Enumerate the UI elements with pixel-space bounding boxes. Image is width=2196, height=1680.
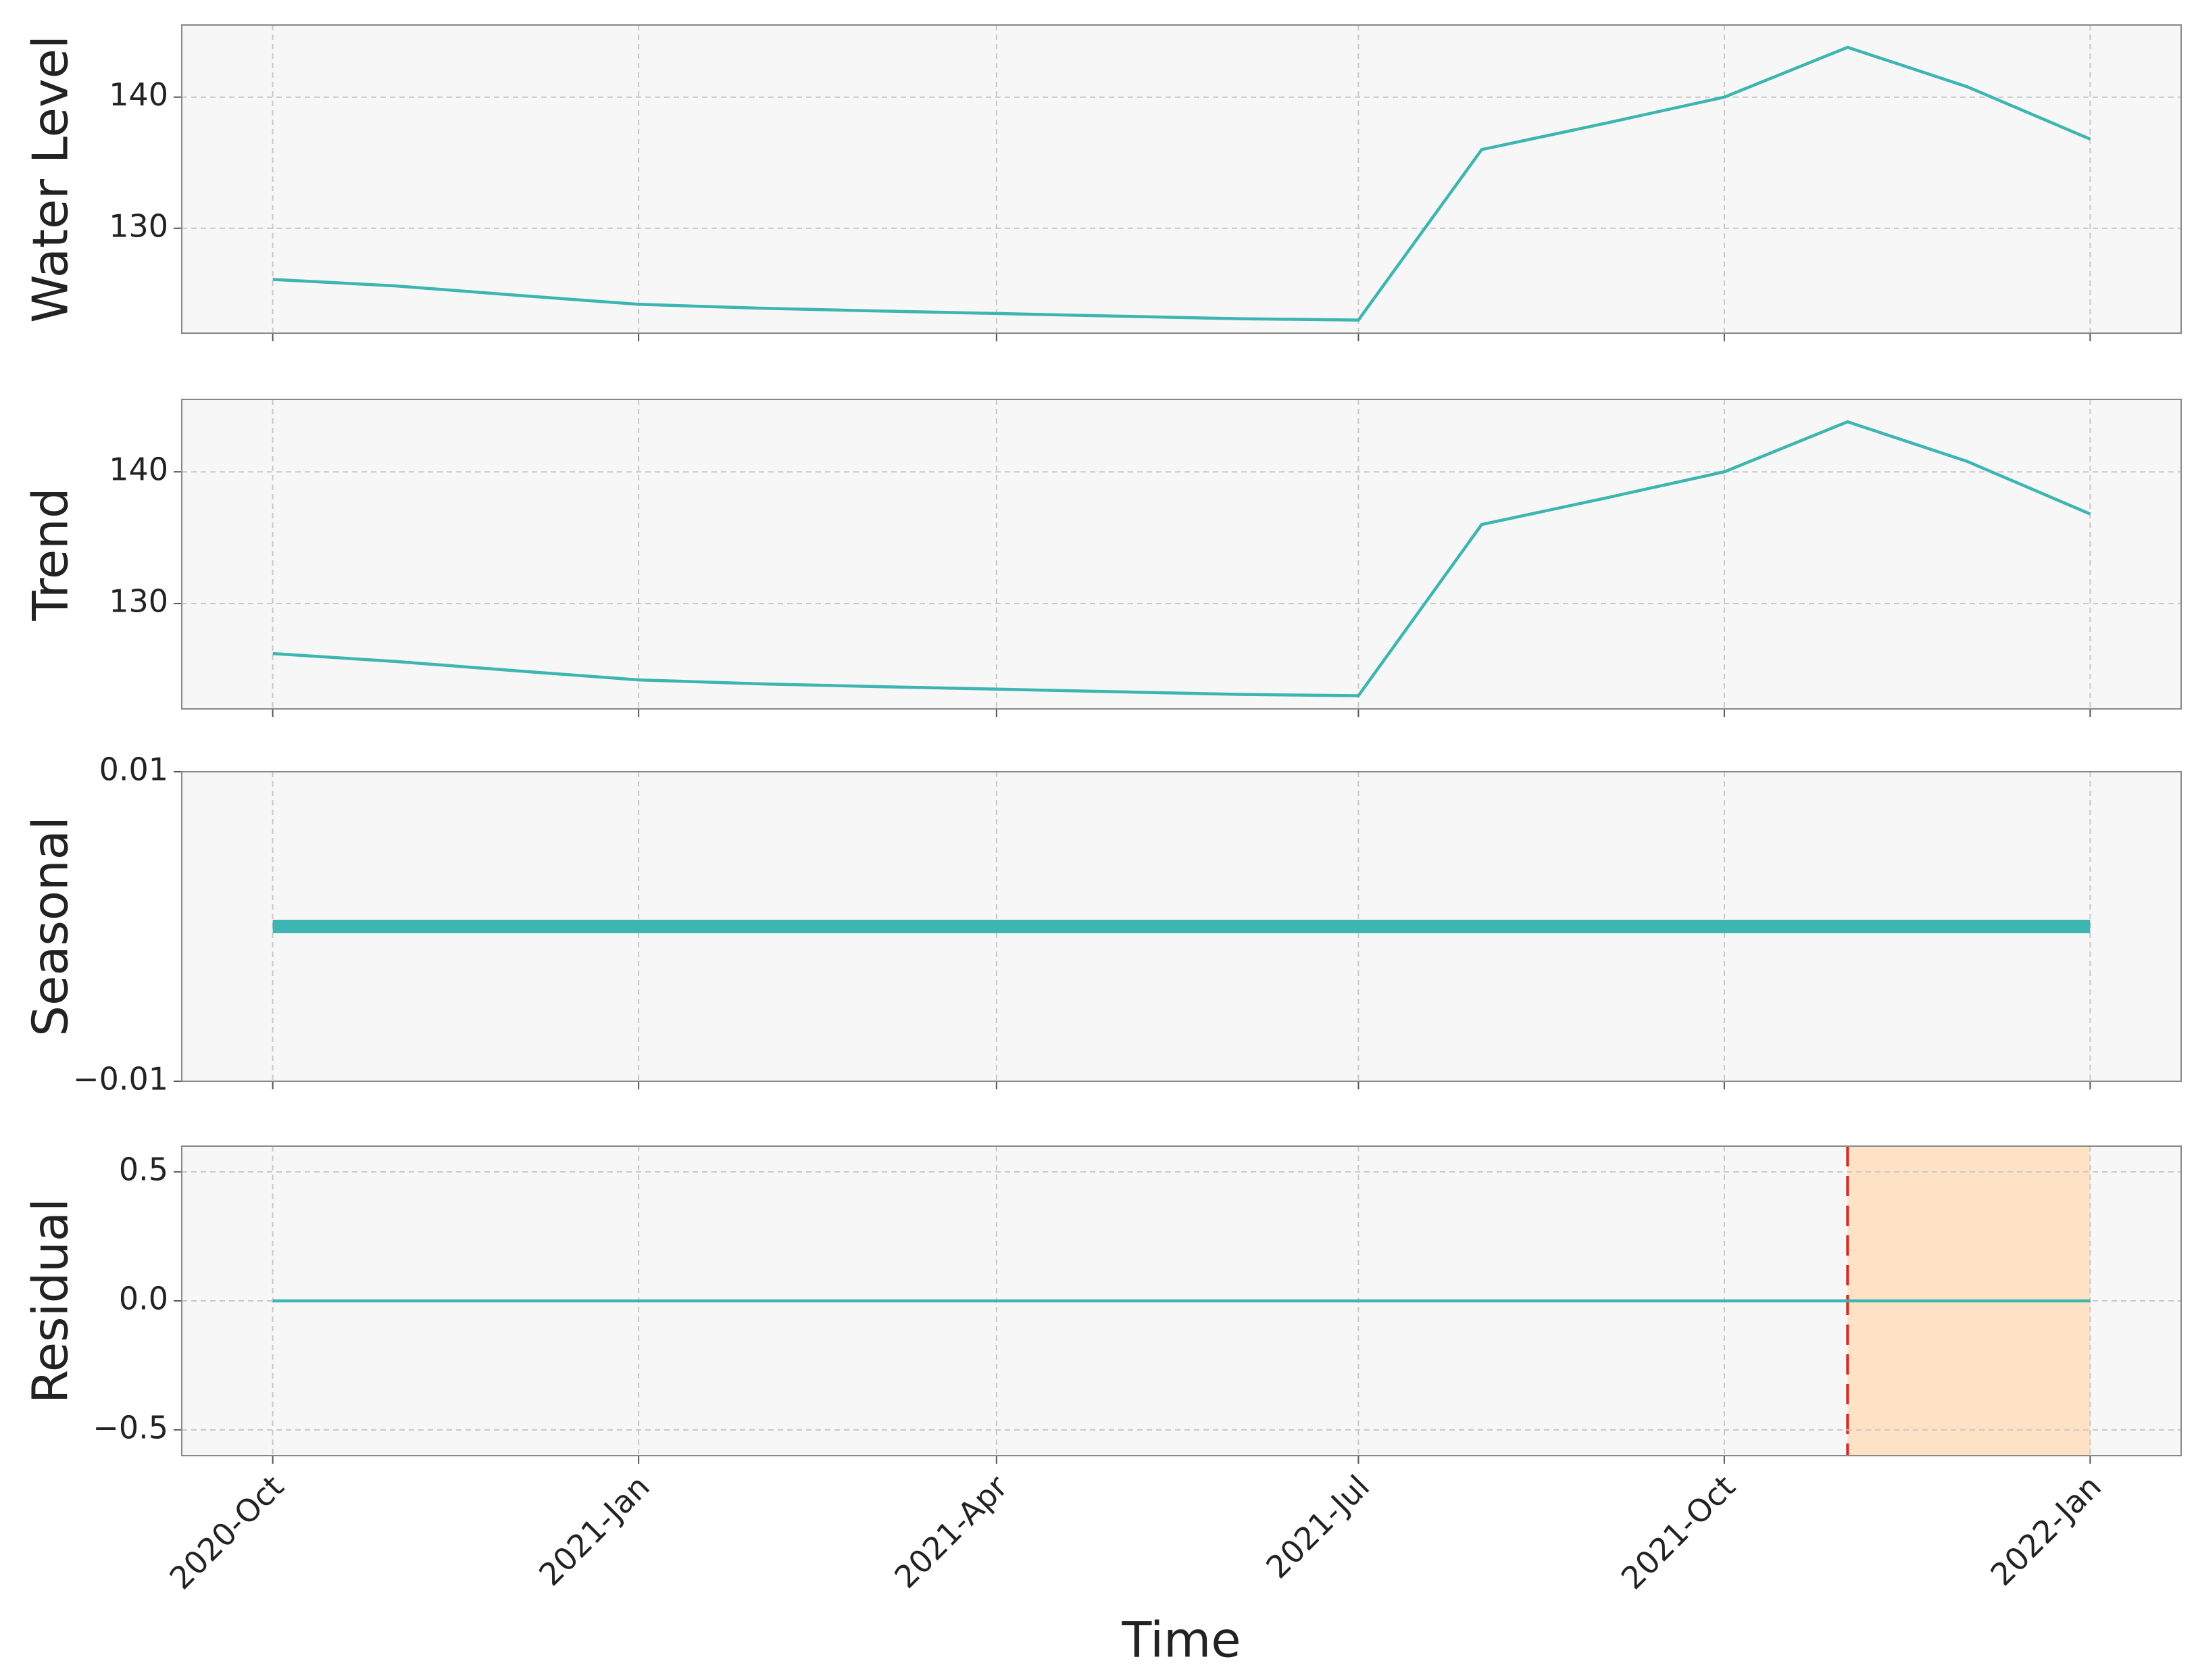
x-tick-label: 2022-Jan [1983, 1468, 2108, 1593]
y-tick-label: −0.5 [93, 1409, 168, 1446]
y-tick-label: 0.01 [99, 751, 168, 788]
y-tick-label: 130 [109, 583, 168, 620]
y-axis-label: Trend [22, 487, 79, 621]
y-axis-label: Residual [22, 1198, 79, 1404]
y-axis-label: Seasonal [22, 816, 79, 1036]
y-axis-label: Water Level [22, 35, 79, 323]
x-axis-label: Time [1121, 1612, 1241, 1669]
data-line [272, 45, 2091, 322]
x-tick-label: 2021-Jul [1259, 1468, 1376, 1585]
x-tick-label: 2021-Apr [887, 1468, 1014, 1595]
plot-area [182, 399, 2181, 709]
plot-frame [181, 1145, 2182, 1456]
y-tick-label: 140 [109, 451, 168, 488]
plot-area [182, 25, 2181, 333]
y-tick-label: 130 [109, 207, 168, 244]
y-tick-label: 0.0 [119, 1281, 168, 1317]
y-tick-label: −0.01 [73, 1061, 168, 1097]
plot-frame [181, 399, 2182, 710]
y-tick-label: 0.5 [119, 1152, 168, 1188]
plot-frame [181, 24, 2182, 334]
x-tick-label: 2020-Oct [162, 1468, 291, 1596]
x-tick-label: 2021-Oct [1614, 1468, 1743, 1596]
x-tick-label: 2021-Jan [532, 1468, 657, 1593]
plot-frame [181, 771, 2182, 1082]
data-line [272, 420, 2091, 697]
y-tick-label: 140 [109, 76, 168, 113]
